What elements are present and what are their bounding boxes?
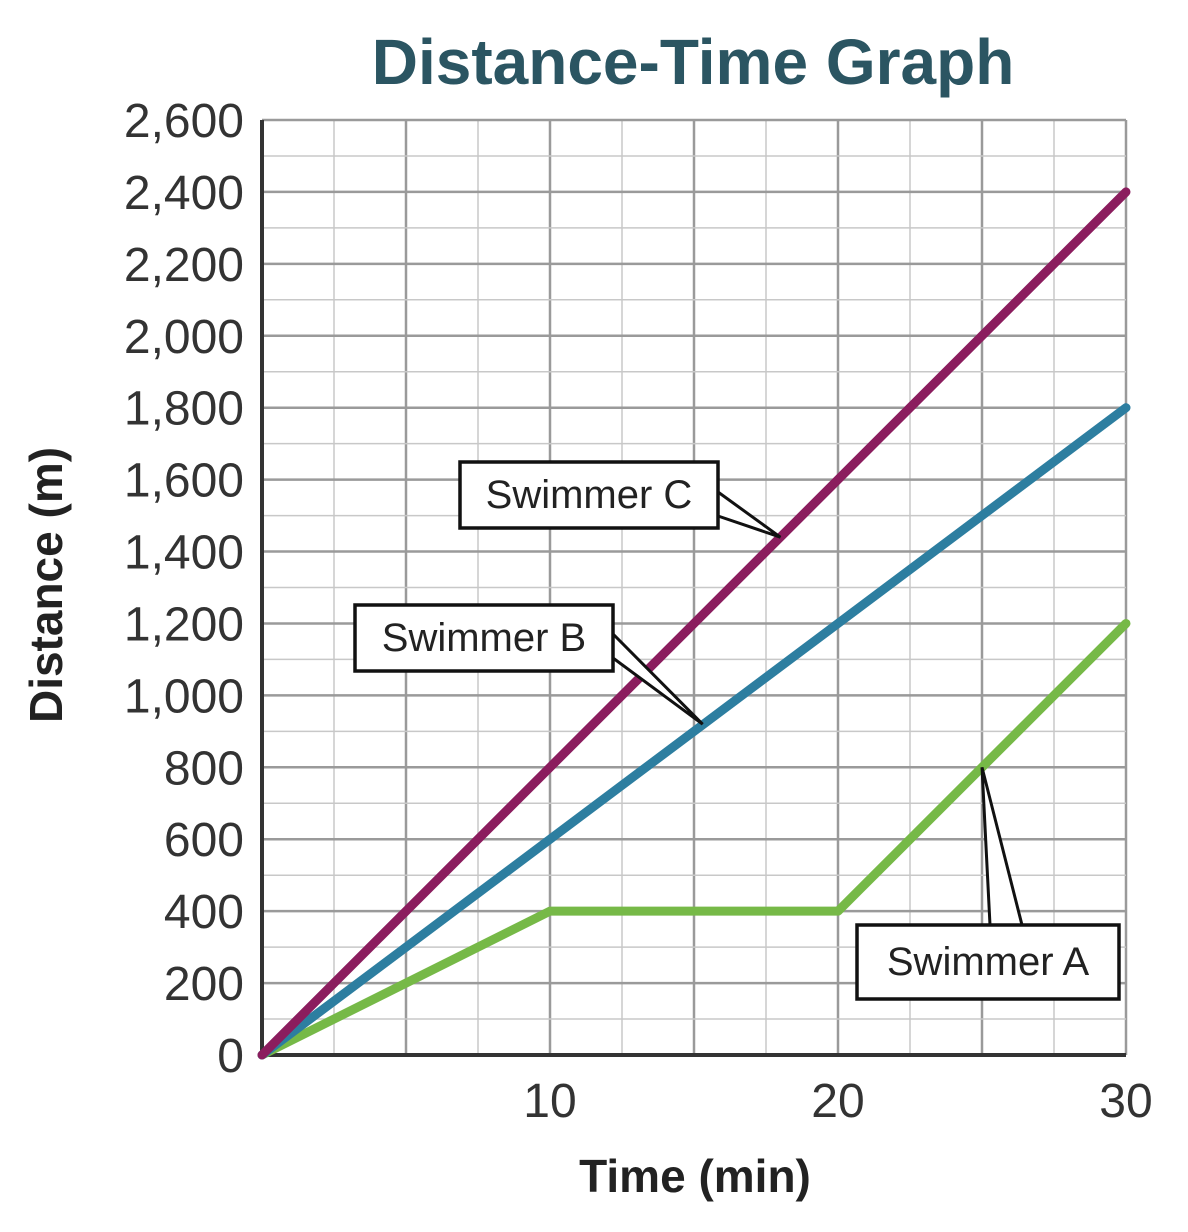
x-tick-label: 20 — [811, 1075, 864, 1128]
callout-box — [353, 603, 615, 673]
callout-label: Swimmer B — [382, 616, 586, 660]
callout-swimmer-b: Swimmer B — [353, 603, 704, 726]
y-tick-label: 1,000 — [124, 670, 244, 723]
y-tick-label: 0 — [217, 1030, 244, 1083]
y-tick-label: 2,000 — [124, 311, 244, 364]
callout-box — [855, 923, 1121, 1001]
x-axis-label: Time (min) — [579, 1150, 811, 1202]
y-tick-label: 2,200 — [124, 239, 244, 292]
y-tick-label: 2,600 — [124, 95, 244, 148]
y-tick-label: 1,200 — [124, 598, 244, 651]
y-tick-label: 1,800 — [124, 383, 244, 436]
callouts: Swimmer C Swimmer B Swimmer A — [353, 460, 1121, 1001]
callout-leader — [717, 490, 782, 539]
y-tick-label: 400 — [164, 886, 244, 939]
callout-label: Swimmer C — [486, 473, 693, 517]
y-tick-label: 200 — [164, 958, 244, 1011]
y-tick-label: 2,400 — [124, 167, 244, 220]
series-line — [257, 403, 1131, 1060]
callout-label: Swimmer A — [887, 940, 1090, 984]
x-tick-label: 10 — [523, 1075, 576, 1128]
callout-leader — [980, 766, 1024, 926]
y-tick-label: 1,400 — [124, 527, 244, 580]
callout-box — [458, 460, 720, 530]
callout-swimmer-a: Swimmer A — [855, 766, 1121, 1001]
y-axis-ticks: 0 200 400 600 800 1,000 1,200 1,400 1,600 1,800 2,… — [124, 95, 244, 1083]
callout-leader — [611, 632, 704, 726]
callout-swimmer-c: Swimmer C — [458, 460, 782, 539]
series-line — [257, 187, 1131, 1060]
y-tick-label: 1,600 — [124, 455, 244, 508]
y-tick-label: 600 — [164, 814, 244, 867]
x-axis-ticks: 10 20 30 — [523, 1075, 1152, 1128]
y-tick-label: 800 — [164, 742, 244, 795]
y-axis-label: Distance (m) — [20, 447, 72, 723]
chart-title: Distance-Time Graph — [372, 26, 1015, 98]
grid — [260, 118, 1128, 1057]
x-tick-label: 30 — [1099, 1075, 1152, 1128]
